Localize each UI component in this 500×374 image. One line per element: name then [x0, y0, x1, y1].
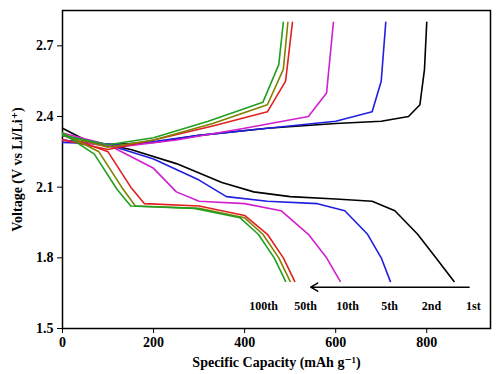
svg-text:5th: 5th — [381, 299, 398, 313]
svg-text:Voltage (V vs Li/Li⁺): Voltage (V vs Li/Li⁺) — [10, 107, 26, 232]
svg-text:2nd: 2nd — [422, 299, 442, 313]
svg-text:50th: 50th — [294, 299, 317, 313]
svg-text:100th: 100th — [249, 299, 278, 313]
svg-text:400: 400 — [234, 335, 255, 350]
svg-text:2.4: 2.4 — [36, 109, 54, 124]
svg-text:0: 0 — [59, 335, 66, 350]
svg-text:10th: 10th — [336, 299, 359, 313]
svg-text:1.8: 1.8 — [36, 250, 54, 265]
svg-text:200: 200 — [143, 335, 164, 350]
svg-text:1st: 1st — [466, 299, 481, 313]
svg-text:600: 600 — [325, 335, 346, 350]
svg-text:2.7: 2.7 — [36, 38, 54, 53]
svg-text:1.5: 1.5 — [36, 321, 54, 336]
svg-text:2.1: 2.1 — [36, 180, 54, 195]
svg-text:Specific Capacity (mAh g⁻¹): Specific Capacity (mAh g⁻¹) — [192, 355, 361, 371]
svg-text:800: 800 — [416, 335, 437, 350]
